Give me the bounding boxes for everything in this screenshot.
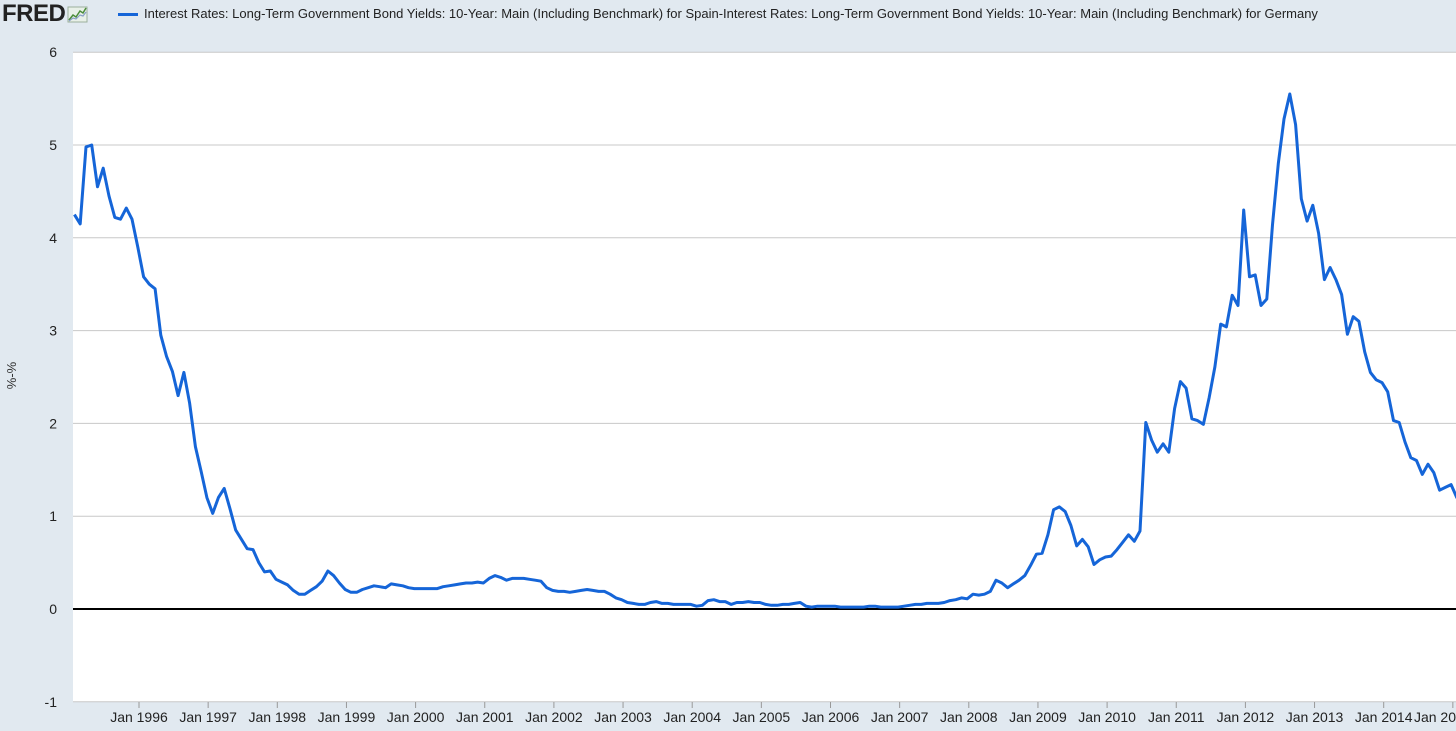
x-tick-label: Jan 2014: [1355, 709, 1413, 725]
x-tick-label: Jan 1996: [110, 709, 168, 725]
chart-legend[interactable]: Interest Rates: Long-Term Government Bon…: [118, 6, 1408, 22]
gridlines: [73, 51, 1456, 703]
x-tick-label: Jan 1998: [248, 709, 306, 725]
x-tick-label: Jan 2002: [525, 709, 583, 725]
x-tick-label: Jan 2003: [594, 709, 652, 725]
y-tick-label: 1: [49, 508, 57, 524]
x-tick-label: Jan 2008: [940, 709, 998, 725]
x-tick-label: Jan 2004: [663, 709, 721, 725]
chart-line-icon: [67, 6, 88, 23]
y-tick-label: 3: [49, 323, 57, 339]
legend-series-label: Interest Rates: Long-Term Government Bon…: [144, 6, 1318, 21]
y-tick-label: 0: [49, 601, 57, 617]
y-axis-ticks: -1 0 1 2 3 4 5 6: [45, 44, 58, 710]
y-tick-label: 2: [49, 415, 57, 431]
x-tick-label: Jan 2010: [1078, 709, 1136, 725]
y-axis-label: %-%: [4, 361, 20, 390]
x-tick-label: Jan 2009: [1009, 709, 1067, 725]
x-axis-ticks: Jan 1996 Jan 1997 Jan 1998 Jan 1999 Jan 2000…: [110, 702, 1456, 725]
y-tick-label: 4: [49, 230, 57, 246]
x-tick-label: Jan 2005: [733, 709, 791, 725]
x-tick-label: Jan 1997: [179, 709, 237, 725]
y-tick-label: 5: [49, 137, 57, 153]
y-tick-label: 6: [49, 44, 57, 60]
x-tick-label: Jan 1999: [318, 709, 376, 725]
x-tick-label: Jan 2013: [1286, 709, 1344, 725]
x-tick-label: Jan 2011: [1148, 709, 1205, 725]
x-tick-label: Jan 2012: [1217, 709, 1275, 725]
x-tick-label: Jan 2001: [456, 709, 514, 725]
y-tick-label: -1: [45, 694, 58, 710]
fred-logo-text: FRED: [2, 0, 66, 27]
x-tick-label: Jan 2000: [387, 709, 445, 725]
x-tick-label: Jan 2007: [871, 709, 929, 725]
fred-logo[interactable]: FRED: [2, 2, 89, 26]
legend-swatch: [118, 13, 138, 16]
x-tick-label: Jan 2006: [802, 709, 860, 725]
x-tick-label: Jan 20: [1414, 709, 1456, 725]
series-line[interactable]: [73, 92, 1456, 609]
